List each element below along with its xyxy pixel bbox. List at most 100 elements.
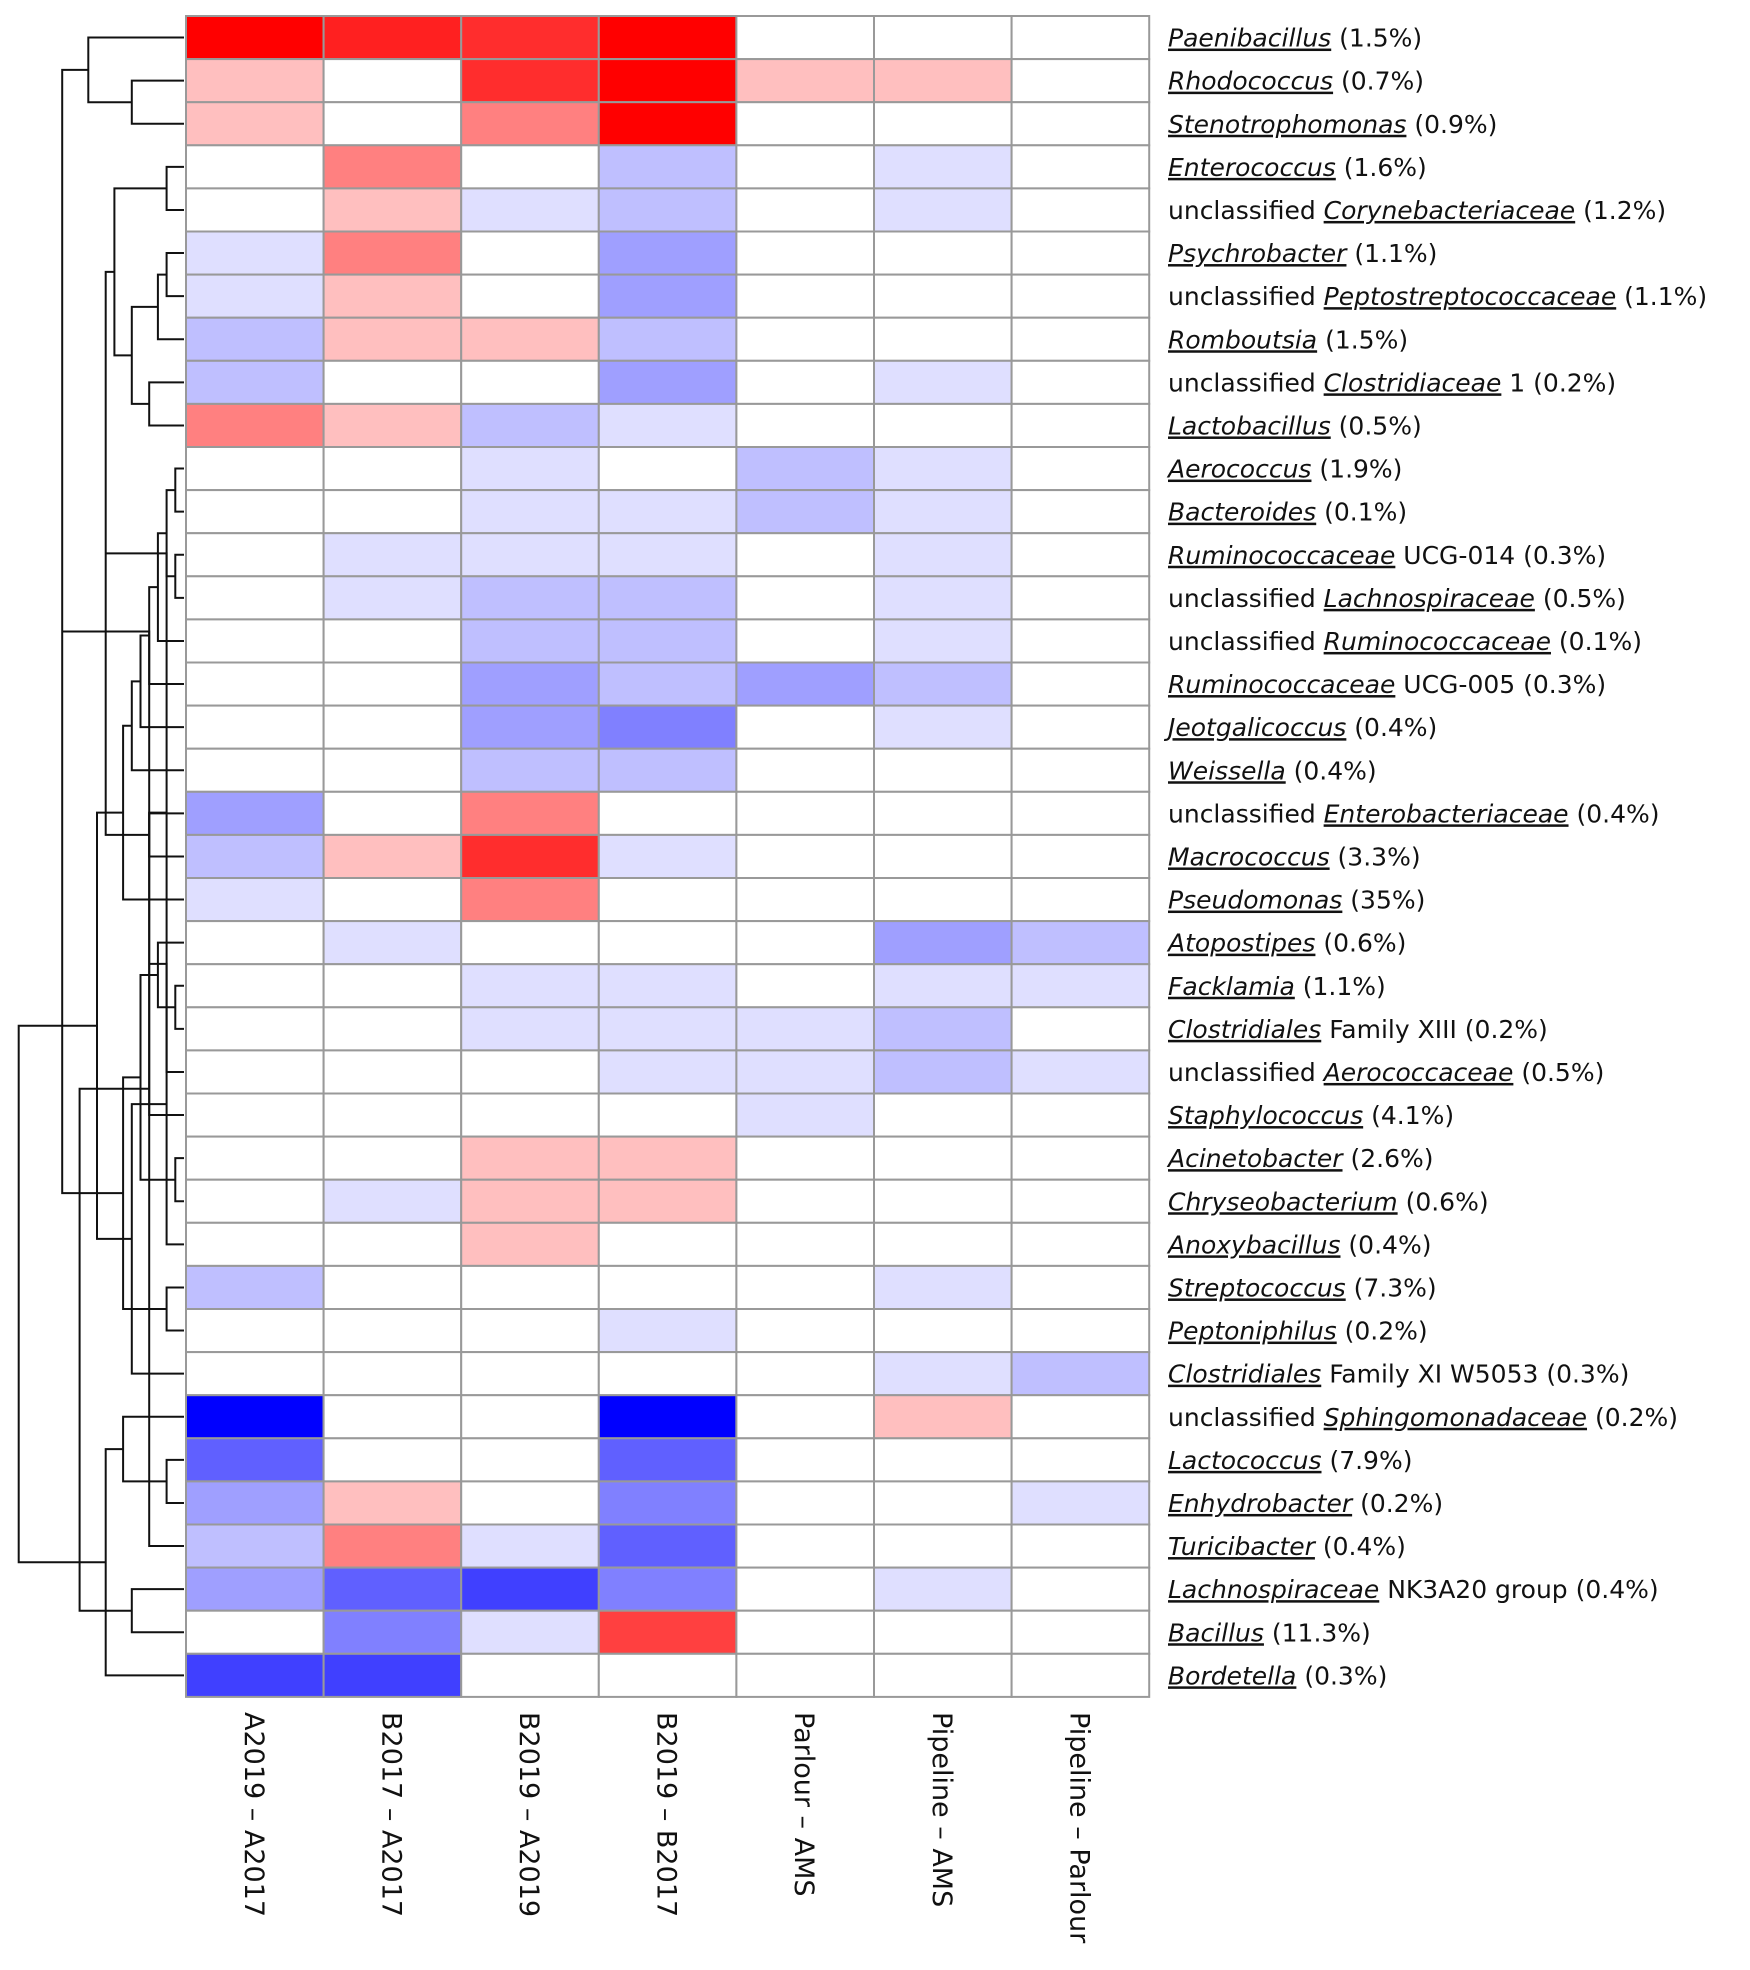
row-label: unclassified Sphingomonadaceae (0.2%) bbox=[1168, 1403, 1678, 1432]
label-text: (0.6%) bbox=[1315, 929, 1406, 958]
heatmap-cell bbox=[873, 1006, 1013, 1052]
row-label: Turicibacter (0.4%) bbox=[1168, 1532, 1406, 1561]
taxon-name: Peptostreptococcaceae bbox=[1324, 282, 1617, 311]
heatmap-cell bbox=[735, 747, 876, 793]
label-text: unclassified bbox=[1168, 1058, 1324, 1087]
heatmap-cell bbox=[185, 920, 325, 966]
row-label: Staphylococcus (4.1%) bbox=[1168, 1101, 1454, 1130]
heatmap-cell bbox=[185, 1523, 325, 1569]
taxon-name: Psychrobacter bbox=[1168, 239, 1348, 268]
taxon-name: Clostridiales bbox=[1168, 1360, 1321, 1389]
label-text: unclassified bbox=[1168, 584, 1324, 613]
heatmap-cell bbox=[873, 747, 1013, 793]
heatmap-cells bbox=[185, 15, 1151, 1698]
taxon-name: Romboutsia bbox=[1168, 325, 1317, 354]
row-label: Enterococcus (1.6%) bbox=[1168, 153, 1427, 182]
heatmap-cell bbox=[873, 1178, 1013, 1224]
label-text: unclassified bbox=[1168, 368, 1324, 397]
heatmap-cell bbox=[597, 446, 738, 492]
heatmap-cell bbox=[322, 963, 463, 1009]
heatmap-cell bbox=[597, 790, 738, 836]
heatmap-cell bbox=[460, 187, 600, 233]
label-text: (1.5%) bbox=[1317, 325, 1408, 354]
row-label: Lachnospiraceae NK3A20 group (0.4%) bbox=[1168, 1575, 1659, 1604]
heatmap-cell bbox=[322, 1609, 463, 1655]
taxon-name: Anoxybacillus bbox=[1166, 1230, 1340, 1259]
heatmap-cell bbox=[1010, 316, 1151, 362]
heatmap-cell bbox=[185, 1652, 325, 1698]
heatmap-cell bbox=[1010, 1652, 1151, 1698]
heatmap-cell bbox=[185, 661, 325, 707]
dendrogram-branch bbox=[174, 984, 184, 1030]
dendrogram-branch bbox=[104, 1448, 184, 1677]
row-label: Facklamia (1.1%) bbox=[1168, 972, 1386, 1001]
heatmap-cell bbox=[1010, 1394, 1151, 1440]
heatmap-cell bbox=[1010, 58, 1151, 104]
heatmap-cell bbox=[597, 1006, 738, 1052]
heatmap-cell bbox=[597, 1566, 738, 1612]
label-text: (0.3%) bbox=[1296, 1661, 1387, 1690]
label-text: (0.1%) bbox=[1316, 498, 1407, 527]
column-label: B2019 – A2019 bbox=[513, 1712, 544, 1917]
label-text: (0.9%) bbox=[1406, 110, 1497, 139]
row-dendrogram bbox=[17, 36, 184, 1677]
heatmap-cell bbox=[735, 230, 876, 276]
heatmap-cell bbox=[735, 1135, 876, 1181]
dendrogram-branch bbox=[139, 634, 184, 729]
heatmap-cell bbox=[1010, 1006, 1151, 1052]
row-label: Stenotrophomonas (0.9%) bbox=[1168, 110, 1497, 139]
dendrogram-branch bbox=[156, 532, 184, 642]
heatmap-cell bbox=[1010, 230, 1151, 276]
heatmap-cell bbox=[735, 1351, 876, 1397]
heatmap-cell bbox=[1010, 101, 1151, 147]
heatmap-cell bbox=[597, 489, 738, 535]
heatmap-cell bbox=[597, 1437, 738, 1483]
heatmap-cell bbox=[185, 790, 325, 836]
heatmap-cell bbox=[1010, 446, 1151, 492]
heatmap-cell bbox=[597, 1523, 738, 1569]
heatmap-cell bbox=[460, 575, 600, 621]
heatmap-cell bbox=[185, 1221, 325, 1267]
heatmap-cell bbox=[597, 1221, 738, 1267]
row-label: Clostridiales Family XI W5053 (0.3%) bbox=[1168, 1360, 1629, 1389]
heatmap-cell bbox=[1010, 661, 1151, 707]
column-labels: A2019 – A2017 B2017 – A2017 B2019 – A2019 B… bbox=[238, 1712, 1095, 1944]
taxon-name: Streptococcus bbox=[1168, 1273, 1346, 1302]
label-text: 1 (0.2%) bbox=[1501, 368, 1616, 397]
heatmap-cell bbox=[873, 1566, 1013, 1612]
dendrogram-branch bbox=[174, 467, 184, 513]
heatmap-cell bbox=[185, 1178, 325, 1224]
heatmap-cell bbox=[460, 1609, 600, 1655]
heatmap-cell bbox=[322, 58, 463, 104]
label-text: (0.2%) bbox=[1352, 1489, 1443, 1518]
heatmap-cell bbox=[1010, 575, 1151, 621]
heatmap-cell bbox=[735, 316, 876, 362]
column-label: Pipeline – Parlour bbox=[1063, 1712, 1094, 1944]
heatmap-cell bbox=[597, 1308, 738, 1354]
dendrogram-branch bbox=[130, 79, 184, 125]
heatmap-cell bbox=[460, 1523, 600, 1569]
taxon-name: Clostridiaceae bbox=[1324, 368, 1502, 397]
row-label: Lactobacillus (0.5%) bbox=[1168, 411, 1422, 440]
heatmap-cell bbox=[597, 833, 738, 880]
heatmap-cell bbox=[873, 1437, 1013, 1483]
taxon-name: Enhydrobacter bbox=[1168, 1489, 1354, 1518]
heatmap-cell bbox=[597, 1049, 738, 1095]
heatmap-cell bbox=[322, 747, 463, 793]
heatmap-cell bbox=[460, 1221, 600, 1267]
heatmap-cell bbox=[1010, 489, 1151, 535]
heatmap-cell bbox=[873, 1049, 1013, 1095]
heatmap-cell bbox=[322, 1394, 463, 1440]
heatmap-cell bbox=[322, 790, 463, 836]
heatmap-cell bbox=[322, 144, 463, 190]
label-text: (0.6%) bbox=[1398, 1187, 1489, 1216]
heatmap-cell bbox=[460, 1566, 600, 1612]
row-label: Bacteroides (0.1%) bbox=[1168, 498, 1407, 527]
heatmap-cell bbox=[322, 661, 463, 707]
heatmap-cell bbox=[460, 1480, 600, 1526]
heatmap-cell bbox=[185, 101, 325, 147]
heatmap-cell bbox=[735, 446, 876, 492]
heatmap-cell bbox=[185, 15, 325, 61]
heatmap-cell bbox=[322, 575, 463, 621]
dendrogram-branch bbox=[148, 381, 184, 427]
